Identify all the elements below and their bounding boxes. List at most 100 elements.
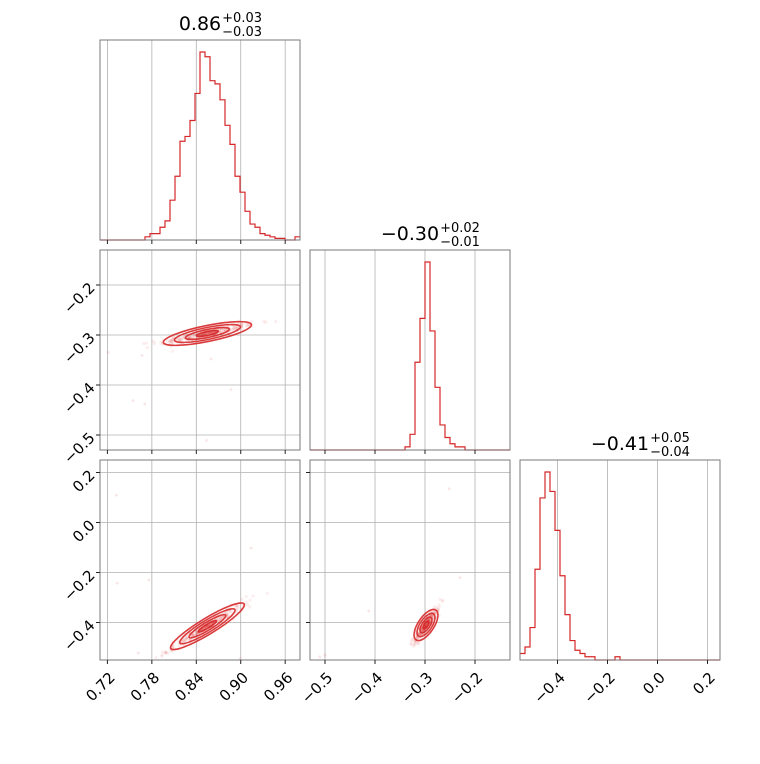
- sample-point: [184, 637, 188, 642]
- sample-point: [159, 341, 163, 345]
- sample-point: [418, 632, 422, 636]
- sample-point: [234, 326, 238, 330]
- sample-point: [264, 320, 268, 324]
- sample-point: [186, 637, 190, 641]
- sample-point: [240, 323, 244, 327]
- sample-point: [166, 651, 170, 655]
- sample-point: [182, 334, 186, 338]
- sample-point: [245, 324, 249, 328]
- sample-point: [438, 597, 442, 601]
- sample-point: [413, 640, 417, 644]
- sample-point: [164, 651, 168, 655]
- sample-point: [245, 323, 249, 327]
- panels: −0.2−0.3−0.4−0.50.72 0.78 0.84 0.90 0.960.20…: [60, 39, 721, 707]
- x-tick-label: 0.0: [639, 669, 669, 699]
- panel-2-2: −0.4 −0.2 0.0 0.2: [519, 459, 721, 707]
- sample-point: [417, 631, 421, 636]
- sample-point: [412, 644, 416, 648]
- sample-point: [160, 653, 164, 657]
- histogram-step-1: [310, 261, 510, 451]
- contour-level-0: [197, 619, 218, 633]
- sample-point: [178, 336, 182, 341]
- sample-point: [436, 607, 440, 611]
- sample-point: [223, 328, 228, 332]
- y-tick-label: −0.4: [60, 379, 98, 417]
- sample-point: [183, 639, 188, 643]
- y-tick-label: −0.2: [60, 566, 98, 604]
- contour-level-2: [173, 323, 242, 344]
- x-tick-label: 0.78: [127, 669, 163, 705]
- x-tick-label: −0.4: [348, 669, 386, 707]
- contour-level-2: [416, 612, 436, 638]
- sample-point: [230, 328, 234, 332]
- panel-frame: [309, 249, 511, 451]
- scatter-1-0: [106, 319, 278, 442]
- title-value-2: −0.41: [591, 433, 649, 455]
- sample-point: [178, 338, 182, 342]
- sample-point: [411, 637, 415, 641]
- sample-point: [185, 636, 189, 640]
- y-tick-label: 0.0: [69, 516, 99, 546]
- sample-point: [237, 605, 241, 609]
- sample-point: [221, 615, 225, 619]
- sample-point: [170, 649, 174, 653]
- sample-point: [235, 609, 239, 613]
- y-tick-label: 0.2: [69, 466, 99, 496]
- sample-point: [194, 631, 199, 635]
- sample-point: [160, 650, 165, 654]
- x-tick-label: 0.2: [689, 669, 719, 699]
- sample-point: [131, 399, 135, 403]
- title-plus-2: +0.05: [650, 431, 690, 446]
- sample-point: [181, 640, 185, 644]
- sample-point: [195, 631, 199, 636]
- scatter-2-0: [115, 493, 269, 661]
- x-tick-label: −0.5: [298, 669, 336, 707]
- panel-frame: [309, 459, 511, 661]
- sample-point: [190, 633, 195, 637]
- title-minus-1: −0.01: [440, 235, 480, 250]
- sample-point: [177, 643, 181, 647]
- sample-point: [416, 641, 420, 646]
- title-param-1: −0.30: [381, 223, 439, 245]
- title-param-0: 0.86: [179, 13, 221, 35]
- sample-point: [182, 336, 186, 340]
- sample-point: [420, 628, 424, 632]
- sample-point: [235, 606, 239, 610]
- sample-point: [409, 642, 413, 646]
- x-tick-label: −0.2: [448, 669, 486, 707]
- sample-point: [170, 341, 174, 345]
- panel-frame: [99, 249, 301, 451]
- sample-point: [192, 333, 196, 337]
- sample-point: [265, 591, 269, 595]
- sample-point: [187, 335, 191, 339]
- sample-point: [169, 338, 173, 342]
- sample-point: [176, 337, 180, 341]
- title-plus-0: +0.03: [222, 11, 262, 26]
- sample-point: [184, 636, 189, 640]
- sample-point: [164, 651, 168, 655]
- title-plus-1: +0.02: [440, 221, 480, 236]
- histogram-step-0: [100, 51, 300, 241]
- sample-point: [218, 329, 223, 333]
- sample-point: [171, 340, 175, 344]
- sample-point: [232, 327, 237, 331]
- sample-point: [437, 605, 441, 609]
- title-value-0: 0.86: [179, 13, 221, 35]
- sample-point: [447, 487, 451, 491]
- sample-point: [240, 597, 244, 602]
- sample-point: [245, 602, 250, 607]
- sample-point: [187, 335, 192, 339]
- sample-point: [181, 639, 185, 643]
- contour-level-3: [413, 608, 439, 642]
- panel-2-0: 0.72 0.78 0.84 0.90 0.96 0.2 0.0 −0.2 −0.4: [60, 459, 301, 705]
- sample-point: [223, 327, 227, 332]
- x-tick-label: −0.4: [530, 669, 568, 707]
- x-tick-label: 0.96: [260, 669, 296, 705]
- sample-point: [143, 402, 147, 406]
- sample-point: [415, 636, 419, 640]
- panel-frame: [99, 459, 301, 661]
- sample-point: [169, 338, 173, 342]
- sample-point: [233, 604, 237, 608]
- sample-point: [274, 319, 278, 324]
- x-tick-label: 0.90: [216, 669, 252, 705]
